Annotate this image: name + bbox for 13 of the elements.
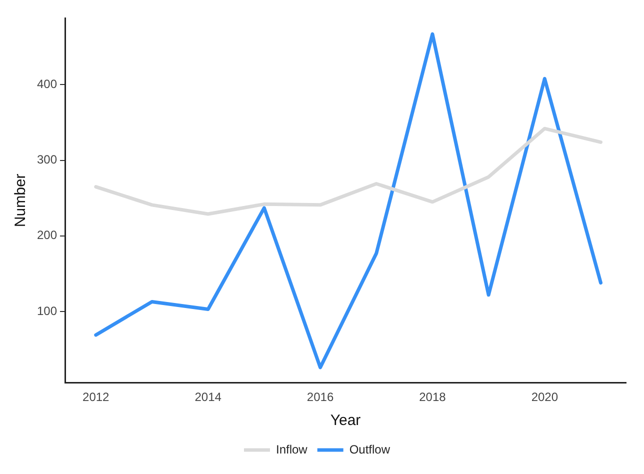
x-tick-label: 2014 <box>194 390 222 404</box>
x-tick-label: 2016 <box>306 390 334 404</box>
y-tick-label: 400 <box>36 77 58 92</box>
x-axis-title: Year <box>330 412 361 430</box>
x-tick-label: 2020 <box>531 390 558 404</box>
y-tick-label: 100 <box>36 304 58 318</box>
legend-label: Inflow <box>276 442 308 456</box>
y-axis-title: Number <box>12 174 30 228</box>
x-tick-label: 2012 <box>82 390 110 404</box>
y-tick-label: 300 <box>36 152 58 167</box>
x-tick-label: 2018 <box>419 390 446 404</box>
y-tick-label: 200 <box>36 228 58 242</box>
legend-label: Outflow <box>349 442 390 456</box>
